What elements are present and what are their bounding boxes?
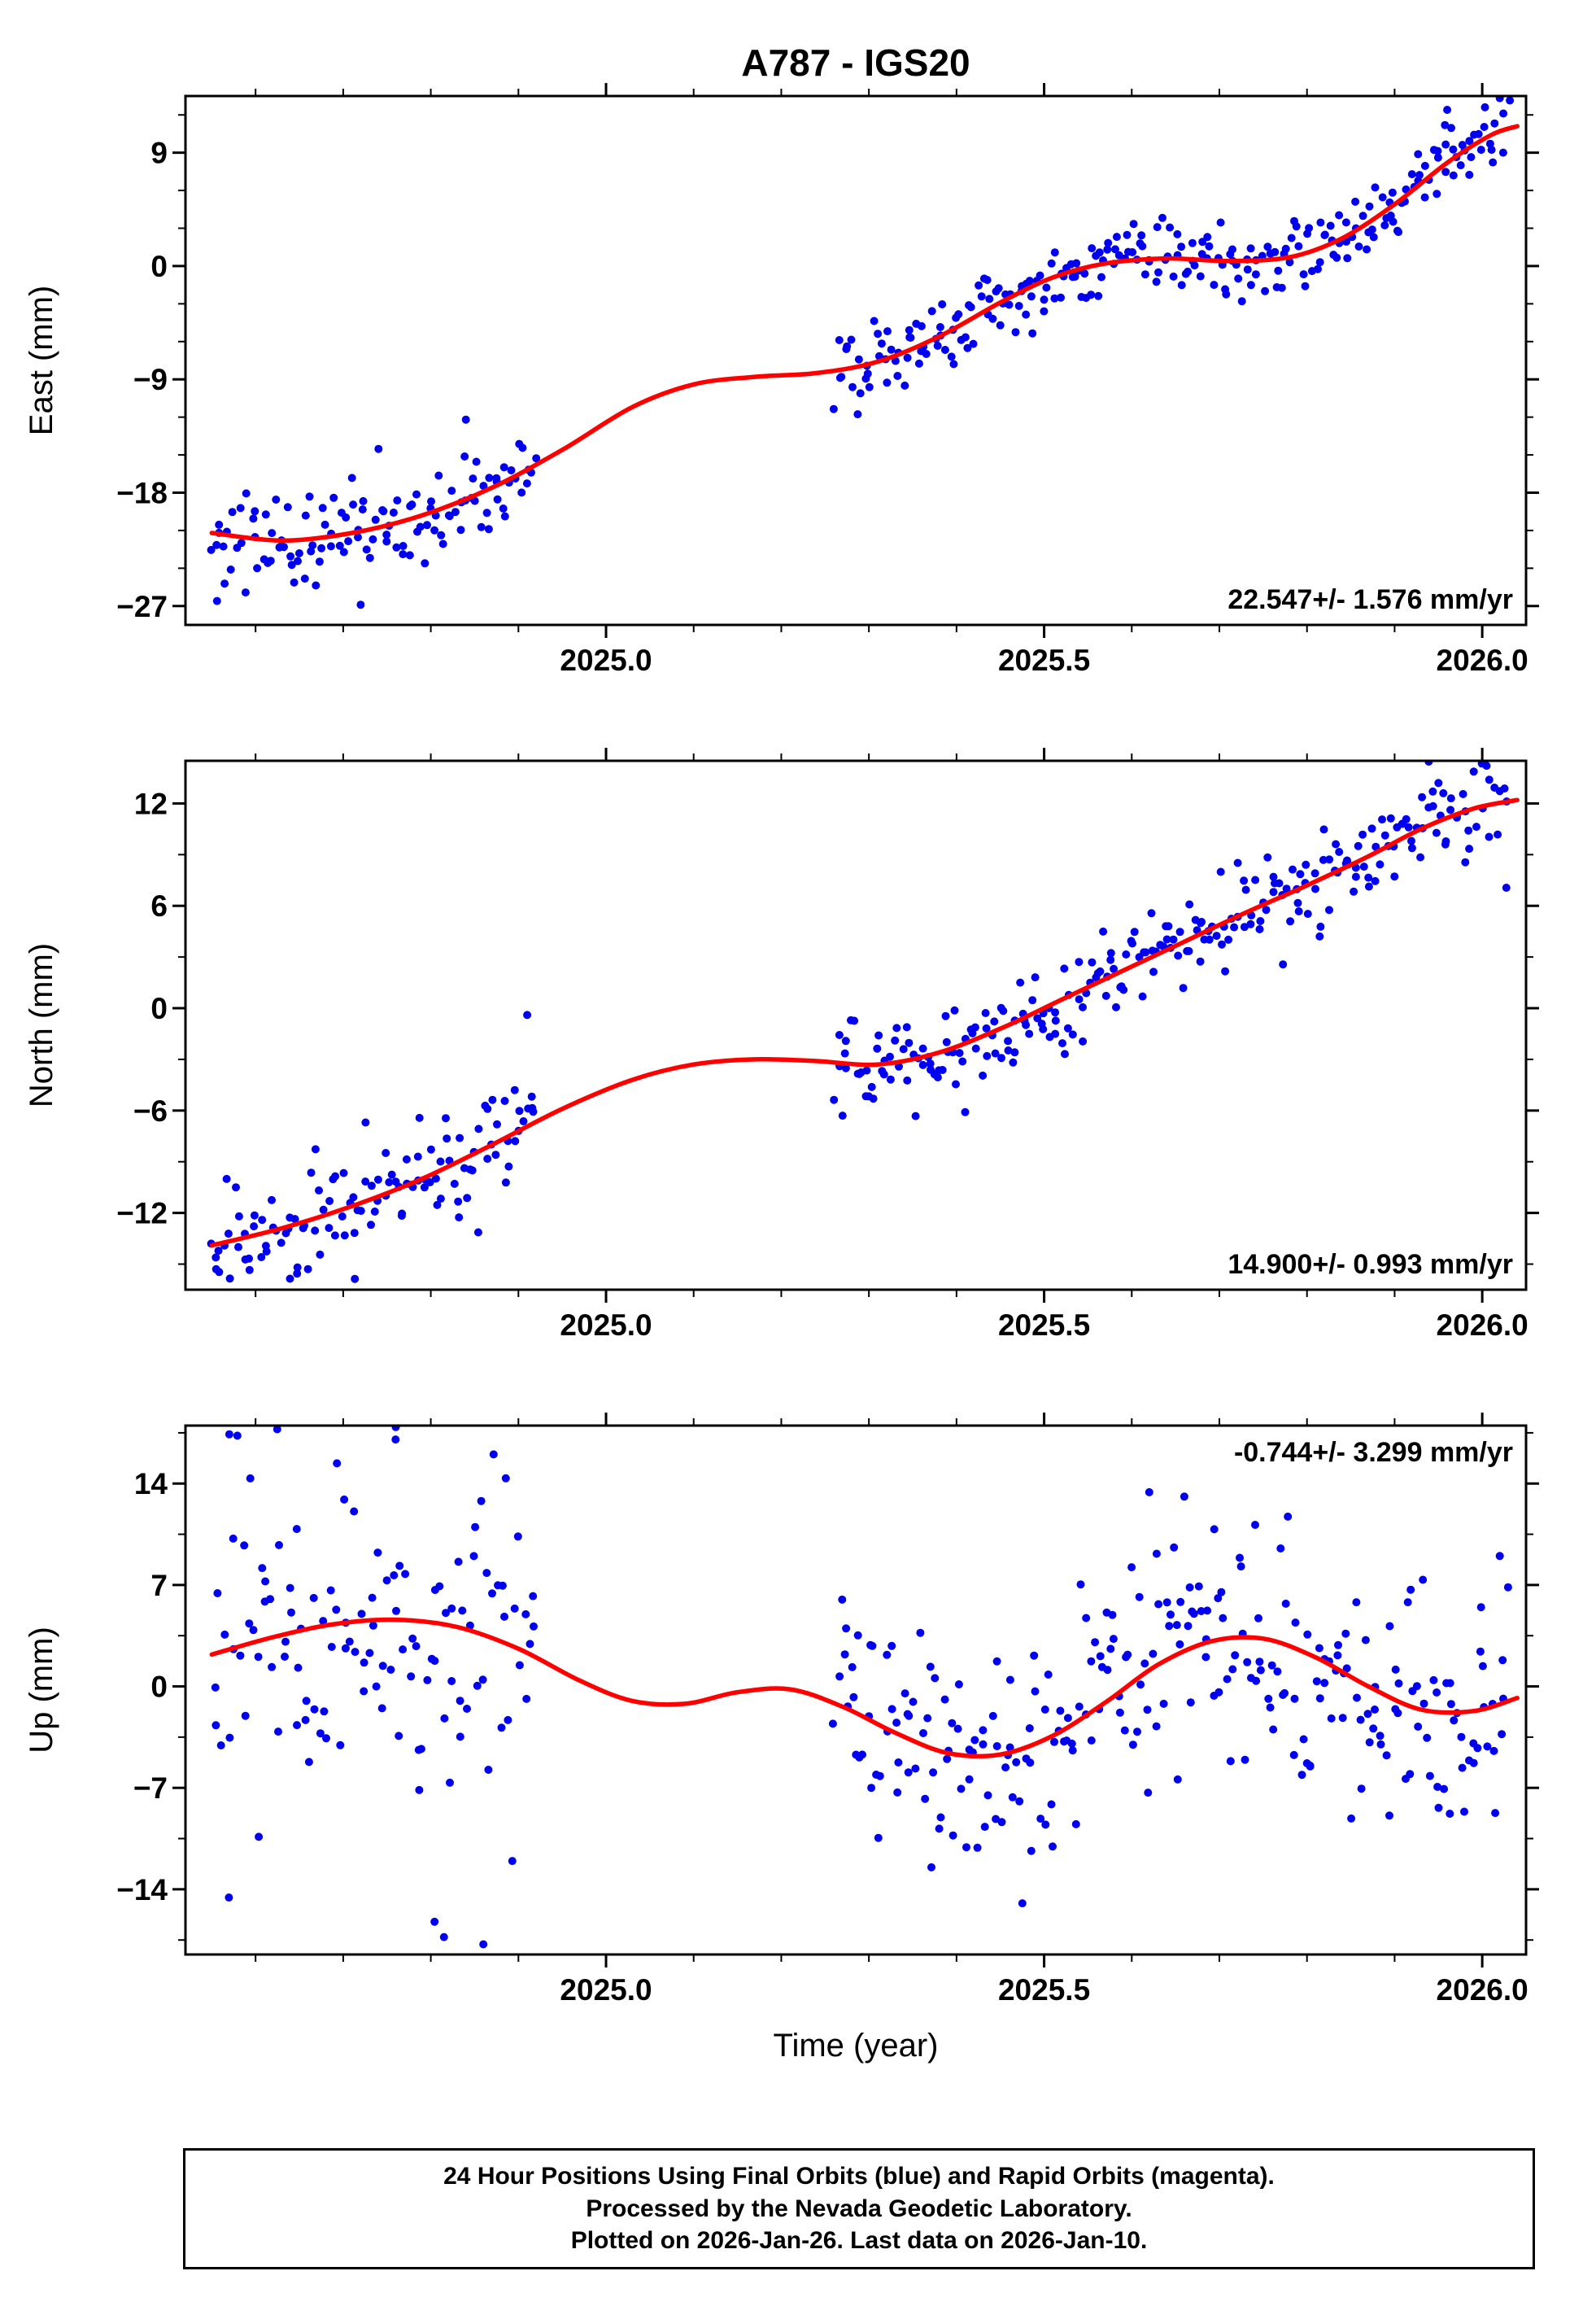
y-tick-label: 14 bbox=[134, 1467, 168, 1500]
up-panel-plot: Up (mm) -0.744+/- 3.299 mm/yr 2025.0 2025… bbox=[24, 1413, 1539, 2007]
east-y-axis-label: East (mm) bbox=[24, 286, 59, 435]
y-tick-label: 0 bbox=[150, 992, 168, 1025]
x-tick-label: 2025.5 bbox=[998, 1308, 1090, 1342]
scatter-points bbox=[211, 1426, 1512, 1949]
y-tick-label: 6 bbox=[150, 889, 168, 923]
y-tick-label: 0 bbox=[150, 250, 168, 283]
north-trend-annotation: 14.900+/- 0.993 mm/yr bbox=[1228, 1249, 1513, 1280]
x-tick-label: 2025.0 bbox=[560, 1973, 652, 2007]
plot-frame bbox=[184, 94, 1528, 627]
y-tick-label: 9 bbox=[150, 137, 168, 170]
y-tick-label: −18 bbox=[116, 477, 168, 510]
chart-title: A787 - IGS20 bbox=[741, 41, 970, 84]
plot-frame bbox=[184, 1424, 1528, 1956]
y-tick-label: 0 bbox=[150, 1671, 168, 1704]
x-tick-label: 2026.0 bbox=[1437, 1973, 1528, 2007]
footer-line-processed-by: Processed by the Nevada Geodetic Laborat… bbox=[586, 2195, 1132, 2222]
y-tick-label: 7 bbox=[150, 1569, 168, 1602]
axis-ticks bbox=[172, 1413, 1539, 1968]
x-tick-label: 2026.0 bbox=[1437, 644, 1528, 677]
north-y-axis-label: North (mm) bbox=[24, 943, 59, 1107]
north-panel-plot: North (mm) 14.900+/- 0.993 mm/yr 2025.0 2… bbox=[24, 748, 1539, 1342]
x-tick-label: 2026.0 bbox=[1437, 1308, 1528, 1342]
up-y-axis-label: Up (mm) bbox=[24, 1627, 59, 1754]
y-tick-label: −12 bbox=[116, 1197, 168, 1230]
fit-line bbox=[209, 797, 1520, 1248]
east-panel-plot: East (mm) 22.547+/- 1.576 mm/yr 2025.0 20… bbox=[24, 83, 1539, 677]
footer-line-orbits: 24 Hour Positions Using Final Orbits (bl… bbox=[443, 2163, 1275, 2190]
y-tick-label: −14 bbox=[116, 1873, 168, 1906]
x-tick-label: 2025.5 bbox=[998, 1973, 1090, 2007]
axis-minor-ticks bbox=[178, 1418, 1533, 1962]
y-tick-label: 12 bbox=[134, 787, 168, 820]
y-tick-label: −7 bbox=[133, 1771, 168, 1805]
x-tick-label: 2025.5 bbox=[998, 644, 1090, 677]
axis-ticks bbox=[172, 83, 1539, 638]
axis-ticks bbox=[172, 748, 1539, 1303]
footer-note: 24 Hour Positions Using Final Orbits (bl… bbox=[183, 2148, 1535, 2269]
up-trend-annotation: -0.744+/- 3.299 mm/yr bbox=[1234, 1437, 1513, 1468]
fit-line bbox=[209, 124, 1520, 544]
x-axis-label: Time (year) bbox=[773, 2028, 939, 2064]
fit-line bbox=[209, 1617, 1520, 1759]
axis-minor-ticks bbox=[178, 753, 1533, 1297]
x-tick-label: 2025.0 bbox=[560, 644, 652, 677]
axis-tick-labels: 2025.0 2025.5 2026.0 −27 −18 −9 0 9 bbox=[116, 137, 1528, 677]
y-tick-label: −9 bbox=[133, 363, 168, 396]
axis-minor-ticks bbox=[178, 89, 1533, 632]
y-tick-label: −6 bbox=[133, 1094, 168, 1128]
y-tick-label: −27 bbox=[116, 590, 168, 623]
east-trend-annotation: 22.547+/- 1.576 mm/yr bbox=[1228, 584, 1513, 615]
axis-tick-labels: 2025.0 2025.5 2026.0 −12 −6 0 6 12 bbox=[116, 787, 1528, 1342]
scatter-points bbox=[207, 96, 1515, 609]
scatter-points bbox=[207, 761, 1511, 1283]
footer-line-dates: Plotted on 2026-Jan-26. Last data on 202… bbox=[570, 2227, 1148, 2255]
x-tick-label: 2025.0 bbox=[560, 1308, 652, 1342]
plot-frame bbox=[184, 759, 1528, 1291]
axis-tick-labels: 2025.0 2025.5 2026.0 −14 −7 0 7 14 bbox=[116, 1467, 1528, 2007]
